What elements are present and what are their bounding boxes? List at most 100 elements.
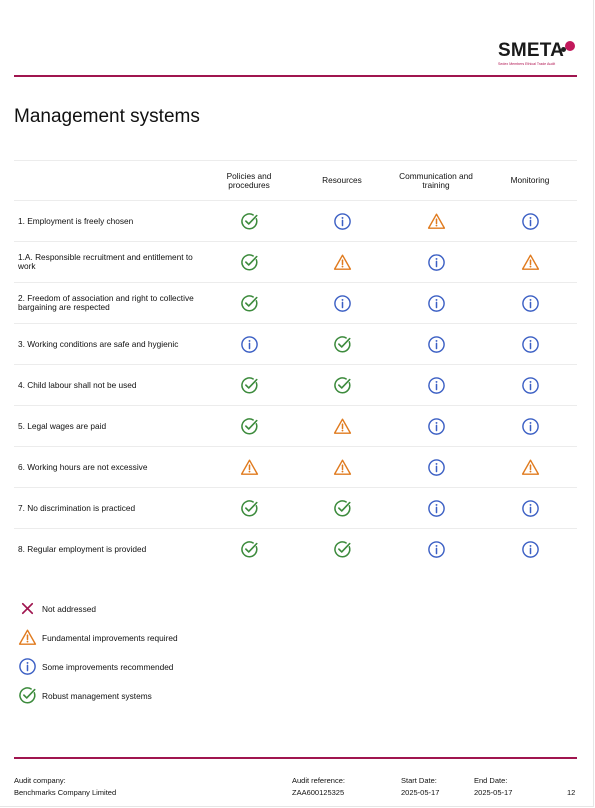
- warning-icon: [521, 253, 540, 272]
- legend-item: Robust management systems: [18, 681, 178, 710]
- info-icon: [521, 294, 540, 313]
- cell-resources: [302, 365, 382, 405]
- table-row: 4. Child labour shall not be used: [14, 365, 577, 406]
- cell-communication: [396, 406, 476, 446]
- cell-communication: [396, 283, 476, 323]
- end-date-label: End Date:: [474, 776, 508, 785]
- cell-policies: [209, 201, 289, 241]
- logo-dot-magenta: [565, 41, 575, 51]
- robust-check-icon: [333, 540, 352, 559]
- cell-policies: [209, 529, 289, 569]
- cell-resources: [302, 406, 382, 446]
- column-header-monitoring: Monitoring: [510, 175, 550, 185]
- legend-item: Not addressed: [18, 594, 178, 623]
- robust-check-icon: [240, 376, 259, 395]
- info-icon: [427, 417, 446, 436]
- info-icon: [333, 294, 352, 313]
- cell-monitoring: [490, 201, 570, 241]
- robust-check-icon: [333, 499, 352, 518]
- robust-check-icon: [240, 294, 259, 313]
- cell-monitoring: [490, 447, 570, 487]
- cell-communication: [396, 447, 476, 487]
- column-header-resources: Resources: [322, 175, 362, 185]
- info-icon: [427, 376, 446, 395]
- cell-communication: [396, 242, 476, 282]
- cell-resources: [302, 242, 382, 282]
- warning-icon: [240, 458, 259, 477]
- warning-icon: [333, 458, 352, 477]
- info-icon: [427, 499, 446, 518]
- audit-company-label: Audit company:: [14, 776, 66, 785]
- warning-icon: [521, 458, 540, 477]
- robust-check-icon: [240, 212, 259, 231]
- legend-label: Fundamental improvements required: [42, 632, 178, 643]
- cell-communication: [396, 365, 476, 405]
- table-row: 2. Freedom of association and right to c…: [14, 283, 577, 324]
- cell-policies: [209, 365, 289, 405]
- legend-label: Not addressed: [42, 603, 96, 614]
- row-label: 1.A. Responsible recruitment and entitle…: [18, 252, 193, 271]
- cross-icon: [18, 599, 42, 618]
- row-label: 1. Employment is freely chosen: [18, 215, 134, 226]
- row-label: 7. No discrimination is practiced: [18, 502, 136, 513]
- cell-monitoring: [490, 242, 570, 282]
- robust-check-icon: [240, 540, 259, 559]
- warning-icon: [333, 253, 352, 272]
- audit-reference-value: ZAA600125325: [292, 788, 345, 797]
- footer: Audit company: Benchmarks Company Limite…: [14, 775, 577, 799]
- info-icon: [521, 417, 540, 436]
- info-icon: [240, 335, 259, 354]
- robust-check-icon: [240, 253, 259, 272]
- cell-monitoring: [490, 283, 570, 323]
- logo-text: SMETA: [498, 40, 565, 61]
- cell-policies: [209, 324, 289, 364]
- end-date-value: 2025-05-17: [474, 788, 513, 797]
- table-row: 8. Regular employment is provided: [14, 529, 577, 569]
- footer-rule: [14, 757, 577, 759]
- footer-audit-company: Audit company: Benchmarks Company Limite…: [14, 775, 116, 799]
- legend-item: Some improvements recommended: [18, 652, 178, 681]
- legend-label: Robust management systems: [42, 690, 152, 701]
- logo-dot-dark: [561, 47, 566, 52]
- cell-policies: [209, 406, 289, 446]
- robust-check-icon: [18, 686, 42, 705]
- cell-resources: [302, 488, 382, 528]
- info-icon: [427, 540, 446, 559]
- start-date-value: 2025-05-17: [401, 788, 440, 797]
- cell-resources: [302, 324, 382, 364]
- footer-start-date: Start Date: 2025-05-17: [401, 775, 439, 799]
- cell-monitoring: [490, 488, 570, 528]
- legend-label: Some improvements recommended: [42, 661, 174, 672]
- robust-check-icon: [333, 335, 352, 354]
- table-row: 6. Working hours are not excessive: [14, 447, 577, 488]
- page-number: 12: [567, 788, 576, 797]
- robust-check-icon: [240, 499, 259, 518]
- row-label: 5. Legal wages are paid: [18, 420, 107, 431]
- cell-policies: [209, 283, 289, 323]
- row-label: 6. Working hours are not excessive: [18, 461, 148, 472]
- row-label: 8. Regular employment is provided: [18, 543, 147, 554]
- info-icon: [333, 212, 352, 231]
- cell-resources: [302, 201, 382, 241]
- info-icon: [521, 335, 540, 354]
- cell-policies: [209, 447, 289, 487]
- cell-resources: [302, 529, 382, 569]
- row-label: 4. Child labour shall not be used: [18, 379, 137, 390]
- smeta-logo: SMETA Sedex Members Ethical Trade Audit: [498, 40, 580, 70]
- robust-check-icon: [333, 376, 352, 395]
- page-title: Management systems: [14, 106, 200, 127]
- footer-end-date: End Date: 2025-05-17: [474, 775, 512, 799]
- row-label: 3. Working conditions are safe and hygie…: [18, 338, 179, 349]
- column-header-policies: Policies and procedures: [226, 170, 272, 190]
- cell-communication: [396, 529, 476, 569]
- info-icon: [427, 335, 446, 354]
- warning-icon: [427, 212, 446, 231]
- cell-policies: [209, 488, 289, 528]
- cell-monitoring: [490, 324, 570, 364]
- cell-communication: [396, 201, 476, 241]
- cell-communication: [396, 324, 476, 364]
- info-icon: [521, 376, 540, 395]
- info-icon: [521, 499, 540, 518]
- info-icon: [521, 212, 540, 231]
